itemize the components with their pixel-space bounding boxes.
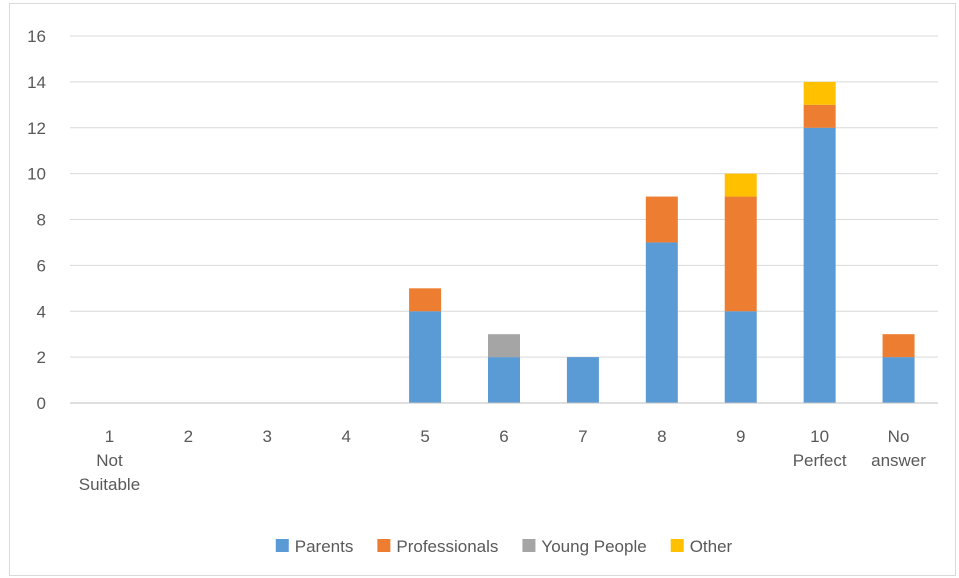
x-tick-label: 3 bbox=[263, 427, 272, 446]
legend-swatch-professionals bbox=[377, 539, 391, 552]
chart-frame bbox=[9, 3, 956, 576]
legend-label: Parents bbox=[295, 537, 354, 556]
x-tick-label: Suitable bbox=[79, 475, 140, 494]
bar-other bbox=[724, 173, 757, 197]
x-tick-label: Perfect bbox=[793, 451, 847, 470]
x-tick-label: 8 bbox=[657, 427, 666, 446]
bar-parents bbox=[882, 357, 915, 403]
x-tick-label: 10 bbox=[810, 427, 829, 446]
x-tick-label: Not bbox=[96, 451, 123, 470]
legend-label: Other bbox=[690, 537, 733, 556]
bar-professionals bbox=[409, 288, 442, 312]
y-tick-label: 10 bbox=[27, 165, 46, 184]
bar-parents bbox=[724, 311, 757, 403]
y-tick-label: 4 bbox=[37, 302, 46, 321]
y-tick-label: 2 bbox=[37, 348, 46, 367]
x-tick-label: 5 bbox=[420, 427, 429, 446]
x-tick-label: 1 bbox=[105, 427, 114, 446]
bar-parents bbox=[409, 311, 442, 403]
bar-young-people bbox=[488, 334, 520, 358]
legend-swatch-other bbox=[670, 539, 684, 552]
x-tick-label: answer bbox=[871, 451, 926, 470]
legend-label: Young People bbox=[541, 537, 646, 556]
bar-professionals bbox=[724, 196, 757, 312]
legend-swatch-young-people bbox=[522, 539, 536, 552]
y-tick-label: 14 bbox=[27, 73, 46, 92]
legend-swatch-parents bbox=[275, 539, 289, 552]
x-tick-label: 6 bbox=[499, 427, 508, 446]
legend-label: Professionals bbox=[396, 537, 498, 556]
bar-professionals bbox=[803, 104, 836, 128]
bar-parents bbox=[803, 127, 836, 403]
y-tick-label: 6 bbox=[37, 256, 46, 275]
x-tick-label: 4 bbox=[341, 427, 350, 446]
x-tick-label: No bbox=[888, 427, 910, 446]
bar-parents bbox=[645, 242, 678, 403]
bar-professionals bbox=[882, 334, 915, 358]
y-tick-label: 16 bbox=[27, 27, 46, 46]
x-tick-label: 2 bbox=[184, 427, 193, 446]
bar-other bbox=[803, 81, 836, 105]
bar-parents bbox=[566, 357, 599, 403]
bar-parents bbox=[488, 357, 520, 403]
y-tick-label: 12 bbox=[27, 119, 46, 138]
x-tick-label: 7 bbox=[578, 427, 587, 446]
y-tick-label: 0 bbox=[37, 394, 46, 413]
bar-professionals bbox=[645, 196, 678, 243]
legend: Parents Professionals Young People Other bbox=[275, 537, 733, 556]
y-tick-label: 8 bbox=[37, 211, 46, 230]
x-tick-label: 9 bbox=[736, 427, 745, 446]
